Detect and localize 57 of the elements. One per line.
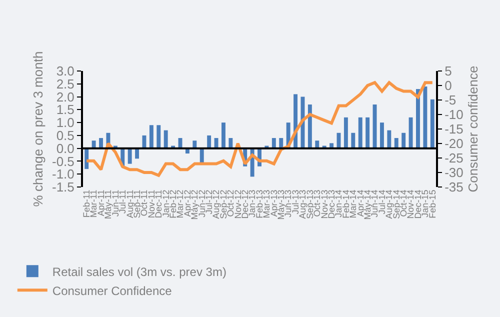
- bar: [344, 117, 348, 148]
- bar: [387, 130, 392, 148]
- x-tick-label: Jul-12: [204, 190, 214, 214]
- y2-tick-label: -30: [444, 165, 464, 180]
- bar: [380, 122, 384, 148]
- y-tick-label: -1.5: [52, 180, 74, 195]
- bar: [272, 138, 276, 148]
- y-tick-label: -1.0: [52, 166, 74, 182]
- y2-tick-label: -5: [444, 92, 456, 108]
- y-axis-title: % change on prev 3 month: [30, 51, 46, 207]
- bar: [366, 117, 370, 148]
- bar: [408, 117, 413, 148]
- x-tick-label: Aug-13: [298, 190, 308, 219]
- y2-tick-label: -10: [444, 107, 464, 122]
- bar: [92, 140, 96, 148]
- y2-tick-label: -15: [444, 122, 464, 137]
- bar: [423, 86, 428, 148]
- bar: [164, 130, 168, 148]
- bar: [214, 138, 218, 148]
- y-tick-label: 1.0: [56, 115, 74, 130]
- y-tick-label: -0.5: [52, 154, 74, 169]
- y-tick-label: 0.0: [56, 140, 74, 156]
- bar: [358, 117, 362, 148]
- y-tick-label: 0.5: [56, 128, 74, 143]
- x-tick-label: May-12: [190, 190, 200, 220]
- y-tick-label: 3.0: [56, 64, 74, 79]
- y-tick-label: 1.5: [56, 102, 74, 118]
- y-tick-label: 2.5: [56, 76, 74, 92]
- bar: [279, 138, 284, 148]
- bar: [128, 148, 132, 164]
- bar: [192, 140, 197, 148]
- bar: [207, 135, 212, 148]
- x-tick-label: May-11: [103, 190, 114, 220]
- bar: [308, 104, 312, 148]
- y2-tick-label: -35: [444, 180, 464, 195]
- y2-tick-label: 0: [444, 78, 452, 94]
- x-tick-label: Aug-14: [384, 190, 394, 219]
- legend-label: Retail sales vol (3m vs. prev 3m): [52, 264, 226, 279]
- bar: [315, 140, 320, 148]
- bar: [416, 89, 420, 148]
- bar: [402, 132, 406, 148]
- bar: [99, 138, 103, 148]
- y2-tick-label: -20: [444, 136, 464, 152]
- legend-label: Consumer Confidence: [52, 284, 172, 298]
- bar: [372, 104, 377, 148]
- bar: [222, 122, 226, 148]
- bar: [156, 125, 161, 148]
- y-tick-label: 2.0: [56, 89, 74, 104]
- x-tick-label: Aug-12: [211, 190, 222, 219]
- y2-tick-label: -25: [444, 150, 464, 166]
- bar: [430, 99, 434, 148]
- bar: [228, 138, 233, 148]
- y2-tick-label: 5: [444, 64, 452, 79]
- y2-axis-title: Consumer confidence: [465, 66, 480, 192]
- bar: [394, 138, 398, 148]
- bar: [149, 125, 154, 148]
- bar: [351, 132, 356, 148]
